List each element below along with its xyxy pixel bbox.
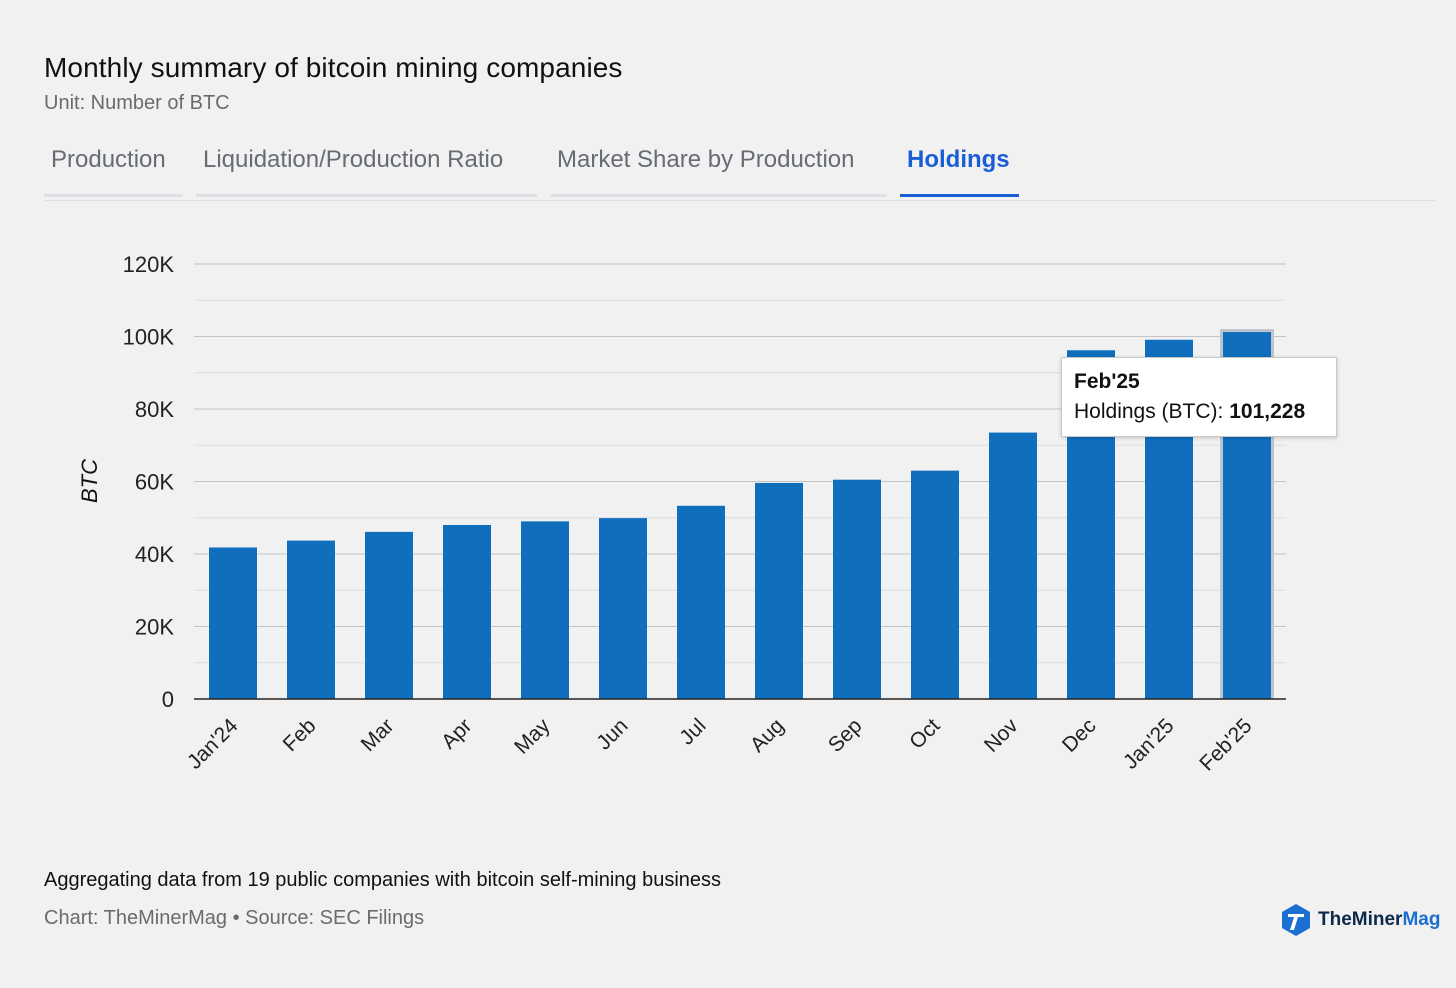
bar[interactable] — [911, 470, 959, 699]
tooltip-line: Holdings (BTC): 101,228 — [1074, 400, 1324, 424]
x-tick-label: Aug — [746, 714, 789, 757]
logo-text-accent: Mag — [1402, 909, 1441, 930]
x-tick-label: Jun — [592, 714, 632, 754]
y-tick-label: 120K — [123, 252, 175, 277]
tooltip-value: 101,228 — [1229, 400, 1306, 423]
y-axis-label: BTC — [77, 459, 102, 503]
footnote: Aggregating data from 19 public companie… — [44, 869, 722, 891]
x-tick-label: Jan'25 — [1119, 714, 1179, 774]
tab-production[interactable]: Production — [44, 140, 182, 197]
chart-title: Monthly summary of bitcoin mining compan… — [44, 52, 623, 83]
hexagon-logo-icon — [1282, 904, 1310, 936]
x-tick-label: Sep — [824, 714, 867, 757]
tooltip-title: Feb'25 — [1074, 370, 1140, 393]
bar[interactable] — [989, 432, 1037, 699]
x-tick-label: Oct — [905, 714, 944, 753]
tab-bar: Production Liquidation/Production Ratio … — [44, 140, 1436, 201]
y-tick-label: 60K — [135, 470, 174, 495]
x-tick-label: Dec — [1058, 714, 1101, 757]
bar[interactable] — [755, 482, 803, 699]
bar[interactable] — [443, 525, 491, 699]
y-tick-label: 40K — [135, 542, 174, 567]
x-tick-label: Mar — [357, 714, 399, 756]
y-tick-label: 100K — [123, 325, 175, 350]
bar[interactable] — [287, 540, 335, 699]
brand-logo[interactable]: TheMiner Mag — [1278, 902, 1440, 938]
bar-chart: 0 20K 40K 60K 80K 100K 120K BTC Jan'24 Feb Mar Apr M… — [77, 252, 1286, 775]
bar[interactable] — [209, 547, 257, 699]
tab-market-share-by-production[interactable]: Market Share by Production — [550, 140, 886, 197]
bar[interactable] — [833, 479, 881, 699]
x-tick-label: May — [510, 714, 555, 759]
x-tick-label: Nov — [980, 714, 1023, 757]
tooltip: Feb'25 Holdings (BTC): 101,228 — [1061, 357, 1337, 437]
logo-text: TheMiner — [1318, 909, 1403, 930]
y-tick-label: 20K — [135, 615, 174, 640]
y-tick-label: 80K — [135, 397, 174, 422]
y-tick-label: 0 — [162, 687, 174, 712]
bar[interactable] — [599, 518, 647, 699]
tab-liquidation-production-ratio[interactable]: Liquidation/Production Ratio — [196, 140, 537, 197]
x-tick-label: Jan'24 — [183, 714, 243, 774]
chart-subtitle: Unit: Number of BTC — [44, 92, 230, 114]
tab-holdings[interactable]: Holdings — [900, 140, 1019, 197]
x-tick-label: Feb — [279, 714, 321, 756]
x-tick-label: Jul — [675, 714, 710, 749]
bar[interactable] — [365, 531, 413, 699]
bar[interactable] — [677, 505, 725, 699]
bar[interactable] — [521, 521, 569, 699]
x-tick-label: Feb'25 — [1195, 714, 1256, 775]
tooltip-series-label: Holdings (BTC): — [1074, 400, 1224, 423]
source-credit: Chart: TheMinerMag • Source: SEC Filings — [44, 907, 425, 929]
x-tick-label: Apr — [437, 714, 476, 753]
